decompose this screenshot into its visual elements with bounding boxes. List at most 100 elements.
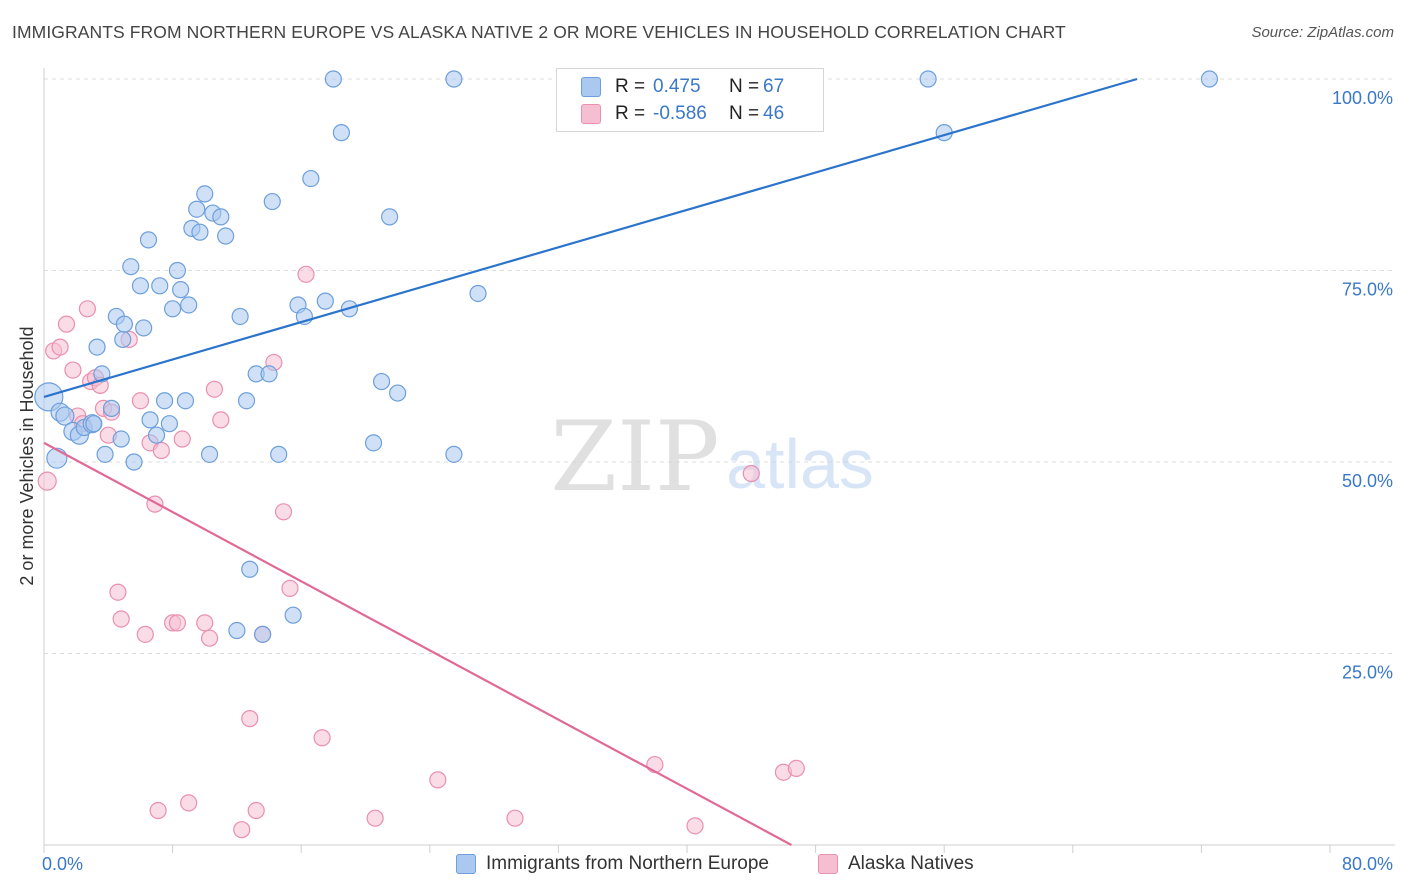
bottom-legend-label: Alaska Natives: [848, 853, 974, 874]
northern-europe-point: [919, 70, 937, 88]
alaska-natives-point: [180, 794, 198, 812]
y-tick-label: 25.0%: [1342, 663, 1393, 683]
alaska-natives-point: [200, 629, 219, 647]
alaska-natives-point: [136, 625, 154, 643]
alaska-natives-point: [112, 610, 130, 628]
northern-europe-point: [55, 406, 75, 426]
alaska-natives-point: [57, 315, 76, 333]
alaska-natives-point: [196, 614, 214, 632]
alaska-natives-point: [78, 300, 97, 318]
northern-europe-point: [131, 277, 150, 295]
northern-europe-point: [228, 621, 246, 640]
x-tick-label-right: 80.0%: [1342, 854, 1393, 874]
northern-europe-point: [151, 277, 169, 295]
northern-europe-point: [88, 338, 106, 356]
alaska-natives-point: [51, 338, 69, 356]
northern-europe-point: [241, 560, 259, 578]
bottom-legend-northern-europe: Immigrants from Northern Europe: [456, 852, 769, 876]
legend-r-label: R =: [615, 103, 646, 124]
northern-europe-point: [200, 445, 219, 463]
northern-europe-point: [469, 284, 487, 303]
alaska-natives-point: [241, 710, 259, 728]
alaska-natives-point: [274, 503, 293, 521]
alaska-natives-point: [281, 579, 299, 597]
alaska-natives-point: [168, 614, 187, 632]
watermark-zip: ZIP: [550, 401, 719, 513]
alaska-natives-point: [646, 755, 664, 774]
northern-europe-point: [302, 169, 320, 188]
alaska-natives-point: [247, 801, 265, 820]
y-tick-label: 50.0%: [1342, 471, 1393, 491]
legend-r-value: 0.475: [653, 76, 701, 97]
y-axis-label: 2 or more Vehicles in Household: [17, 326, 37, 585]
alaska-natives-point: [212, 411, 230, 429]
alaska-natives-point: [205, 380, 223, 398]
northern-europe-point: [168, 261, 187, 280]
tick-labels: 100.0% 75.0% 50.0% 25.0% 0.0% 80.0%: [42, 88, 1393, 874]
alaska-natives-point: [37, 471, 57, 491]
axes: [43, 68, 1395, 853]
legend-n-label: N =: [729, 76, 760, 97]
alaska-natives-point: [64, 361, 82, 379]
y-tick-label: 75.0%: [1342, 280, 1393, 300]
alaska-natives-point: [686, 817, 704, 835]
northern-europe-point: [112, 430, 130, 448]
northern-europe-point: [115, 315, 133, 333]
legend-r-label: R =: [615, 76, 646, 97]
alaska-natives-point: [366, 809, 384, 827]
trend-lines: [43, 77, 1138, 846]
northern-europe-point: [155, 392, 174, 410]
northern-europe-point: [445, 445, 463, 463]
alaska-natives-point: [297, 265, 315, 283]
trend-line-alaska-natives: [43, 441, 793, 846]
alaska-natives-point: [233, 821, 251, 839]
northern-europe-point: [372, 372, 391, 391]
alaska-natives-point: [742, 464, 760, 483]
alaska-natives-point: [152, 441, 170, 460]
northern-europe-point: [364, 434, 383, 452]
alaska-natives-point: [787, 759, 805, 778]
northern-europe-point: [389, 384, 407, 402]
northern-europe-point: [217, 227, 235, 245]
northern-europe-point: [284, 606, 302, 624]
northern-europe-point: [1200, 70, 1219, 88]
northern-europe-point: [191, 223, 209, 241]
northern-europe-point: [122, 258, 140, 276]
northern-europe-point: [270, 445, 288, 463]
northern-europe-point: [114, 330, 132, 349]
alaska-natives-point: [131, 392, 150, 410]
x-tick-label-left: 0.0%: [42, 854, 83, 874]
northern-europe-point: [164, 300, 182, 318]
legend-n-value: 46: [763, 103, 785, 124]
legend-n-label: N =: [729, 103, 760, 124]
y-tick-label: 100.0%: [1332, 88, 1393, 108]
legend-r-value: -0.586: [653, 103, 707, 124]
northern-europe-point: [85, 415, 103, 433]
northern-europe-point: [160, 415, 178, 433]
northern-europe-point: [172, 281, 190, 299]
northern-europe-point: [324, 70, 342, 88]
northern-europe-point: [141, 411, 159, 429]
trend-line-northern-europe: [43, 77, 1138, 398]
northern-europe-point: [180, 296, 198, 314]
legend-row-northern-europe: R = 0.475 N = 67: [581, 75, 839, 99]
chart-title: IMMIGRANTS FROM NORTHERN EUROPE VS ALASK…: [12, 22, 1066, 42]
northern-europe-point: [147, 426, 166, 444]
bottom-legend-swatch-pink: [818, 854, 838, 874]
bottom-legend-swatch-blue: [456, 854, 476, 874]
northern-europe-point: [254, 625, 272, 643]
bottom-legend-alaska-natives: Alaska Natives: [818, 852, 974, 876]
northern-europe-point: [212, 208, 230, 226]
northern-europe-point: [263, 192, 281, 211]
northern-europe-point: [176, 392, 195, 410]
northern-europe-point: [196, 185, 214, 203]
series-alaska-natives: [37, 265, 805, 839]
alaska-natives-point: [429, 771, 447, 789]
northern-europe-point: [332, 124, 350, 142]
northern-europe-point: [135, 319, 153, 337]
northern-europe-point: [102, 399, 121, 417]
northern-europe-point: [125, 453, 143, 471]
legend-swatch-blue: [581, 77, 601, 97]
northern-europe-point: [316, 292, 334, 310]
